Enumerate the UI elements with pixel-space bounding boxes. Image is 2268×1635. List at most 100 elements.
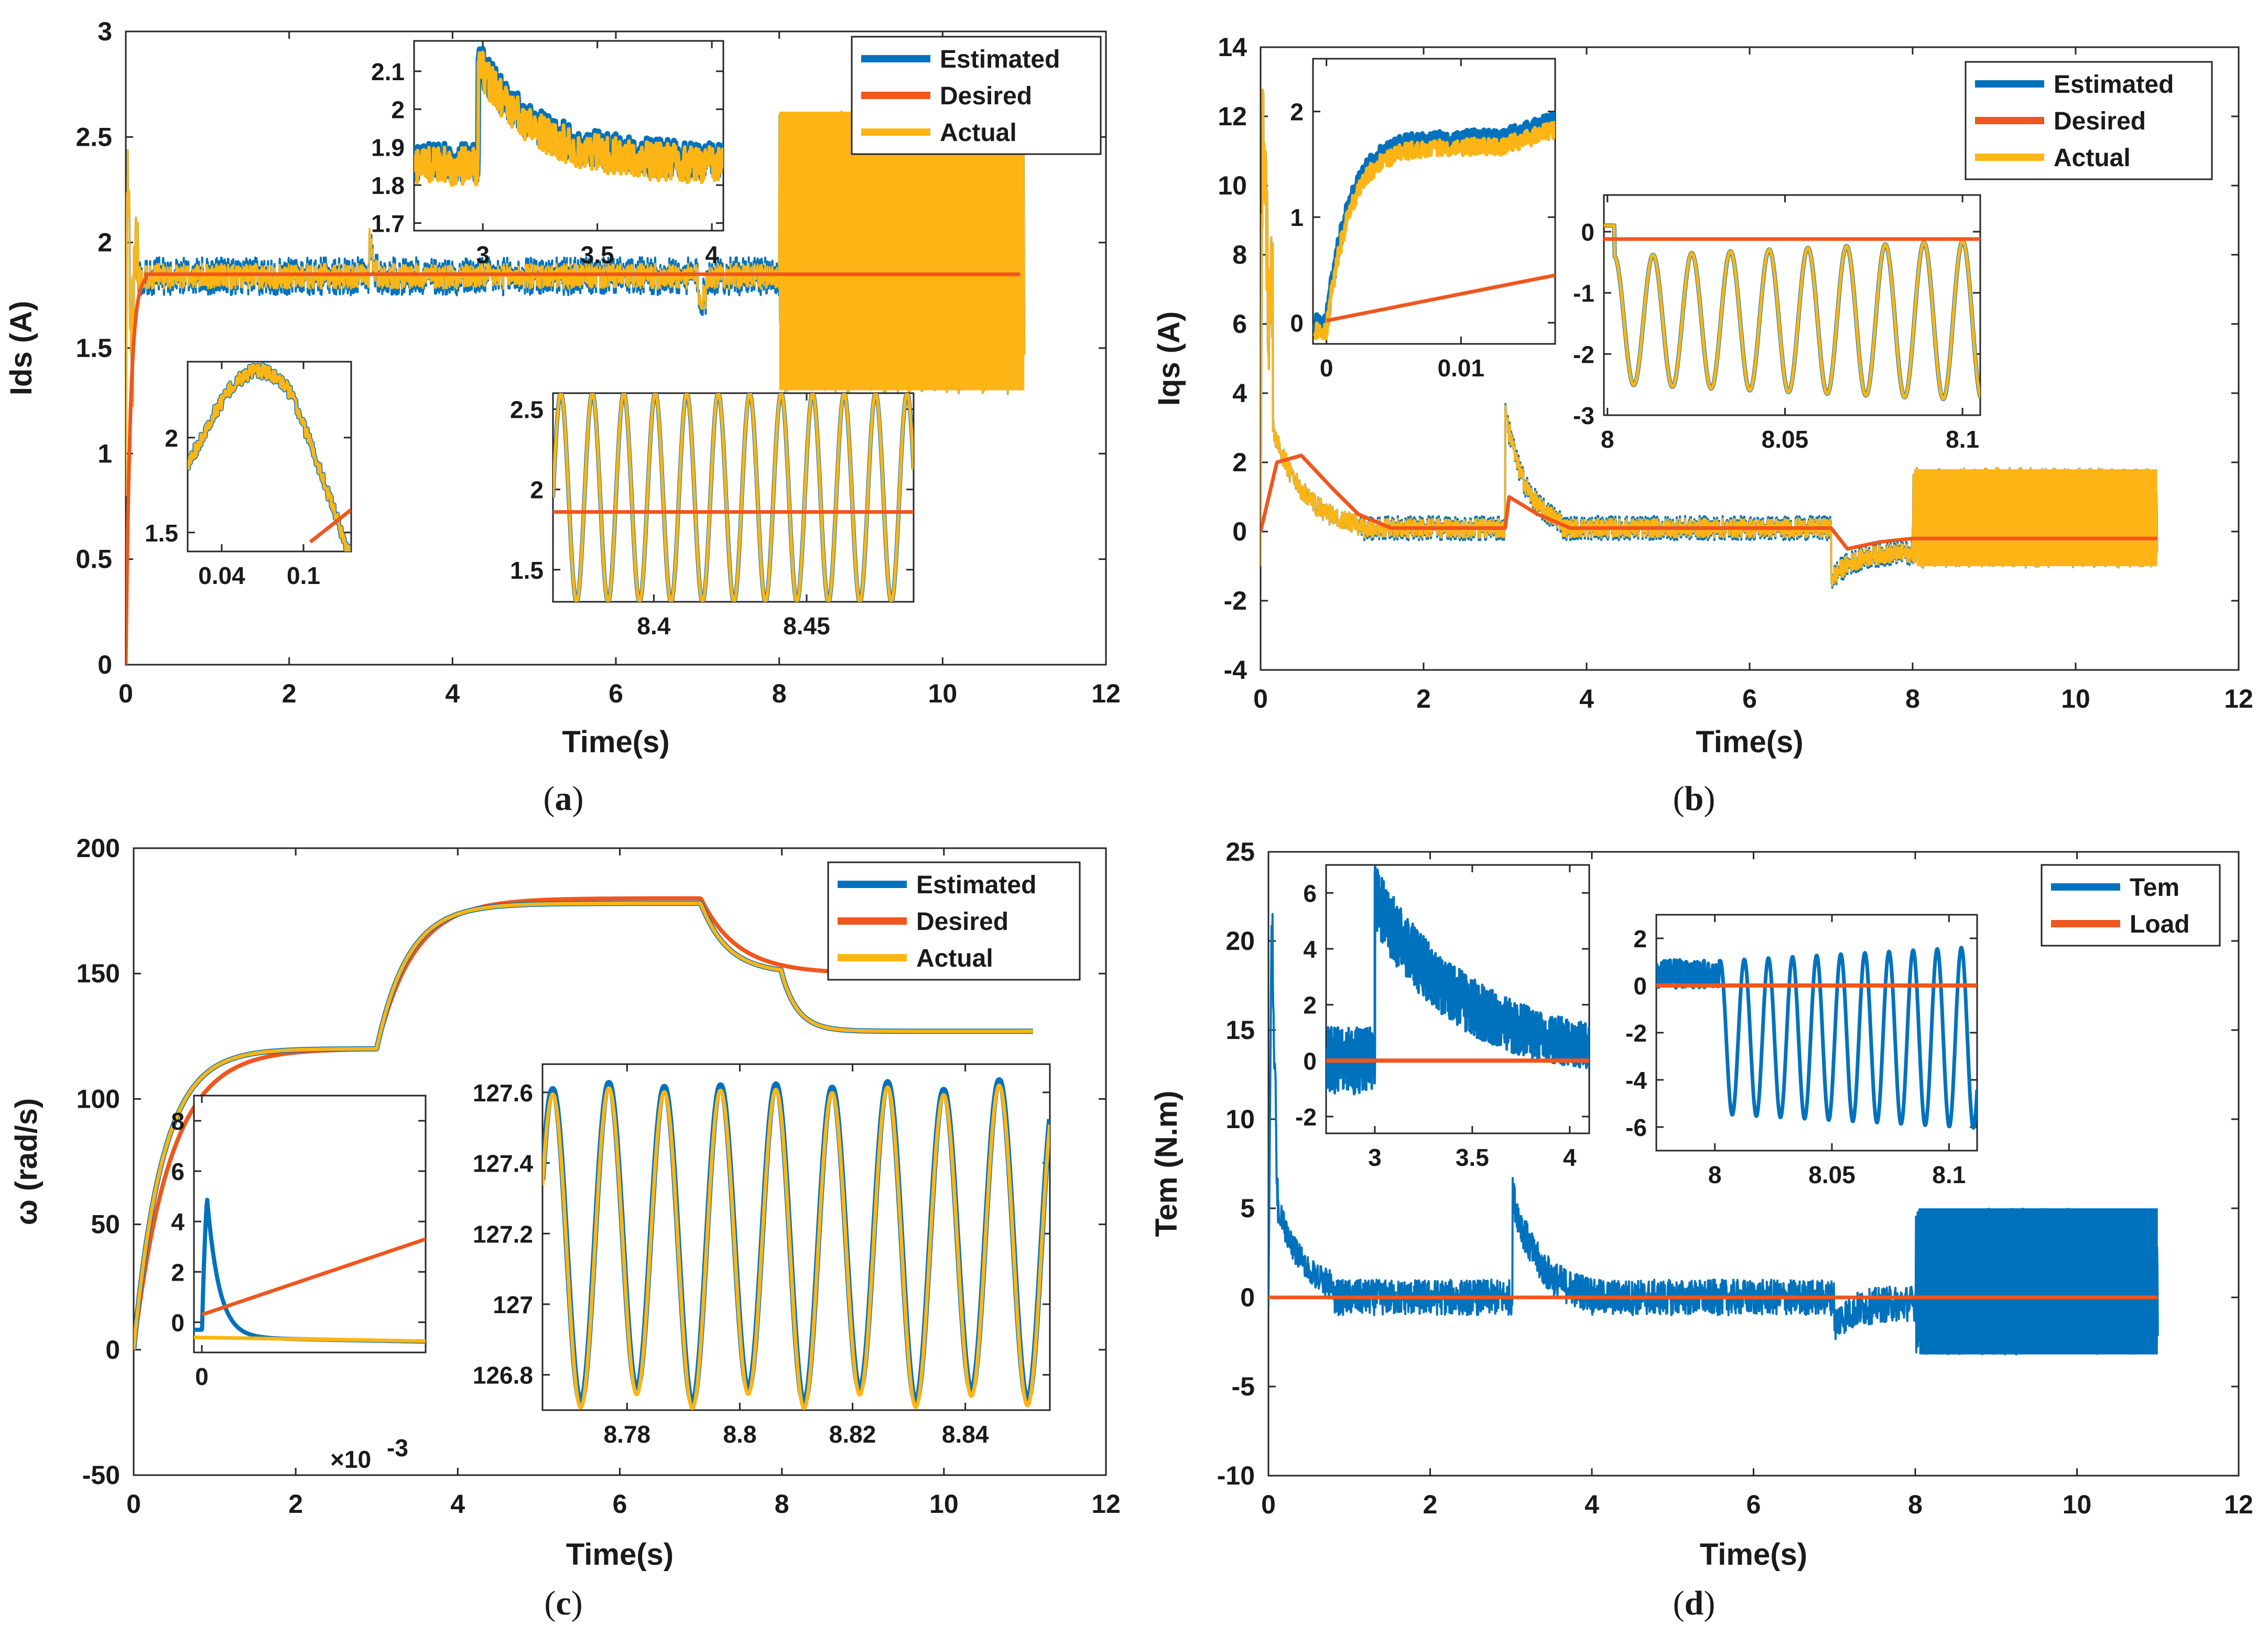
chart-c-ylabel: ω (rad/s) [9,1098,44,1225]
chart-d-inset-d1-ytick-label: 4 [1303,936,1317,963]
inset-a2-actual [188,363,351,551]
chart-d-xlabel: Time(s) [1700,1537,1807,1572]
chart-a-xtick-label: 2 [282,679,297,708]
chart-c-inset-c1: 0502468×10-3 [171,1095,427,1473]
inset-c1-actual [194,1335,426,1343]
chart-a-inset-a2-frame [187,361,352,553]
chart-b-inset-b1-ytick-label: 0 [1290,310,1304,337]
chart-a-inset-a1-xtick-label: 3.5 [581,241,614,268]
chart-c-ytick-label: 0 [105,1335,120,1365]
chart-c-inset-c2-xtick-label: 8.78 [604,1421,651,1448]
chart-c-inset-c1-ytick-label: 2 [171,1259,185,1286]
chart-a-inset-a1-ytick-label: 2 [391,96,405,123]
chart-c-ytick-label: -50 [82,1460,120,1490]
chart-a-inset-a2-ytick-label: 2 [165,425,178,452]
chart-a-legend-label: Estimated [940,46,1060,73]
chart-a-xtick-label: 10 [928,679,958,708]
chart-d-ytick-label: -10 [1217,1461,1255,1490]
chart-d-inset-d1-ytick-label: 2 [1303,992,1317,1019]
chart-c-ytick-label: 100 [77,1084,120,1113]
chart-b-ytick-label: 4 [1232,378,1247,408]
chart-b-ytick-label: -2 [1224,586,1247,615]
inset-c1-exponent-base: ×10 [330,1446,371,1473]
chart-c-legend-label: Estimated [916,871,1036,899]
chart-a-inset-a1: 3 3.5 4 1.7 1.8 1.9 2 2.1 [371,40,724,268]
chart-c-inset-c2-ytick-label: 126.8 [473,1362,533,1389]
chart-a-inset-a3-xtick-label: 8.45 [783,612,830,640]
chart-b-xtick-label: 4 [1579,684,1594,713]
chart-a-ytick-label: 0 [97,650,112,679]
chart-d-xtick-label: 6 [1746,1490,1761,1519]
chart-a-inset-a1-xtick-label: 4 [705,241,719,268]
inset-a2-desired [309,508,351,544]
inset-b1-desired [1326,273,1555,323]
chart-b-panel-label: (b) [1673,779,1716,818]
chart-a-inset-a3-xtick-label: 8.4 [637,612,670,640]
chart-a-xtick-label: 12 [1091,679,1121,708]
chart-d-inset-d2-xtick-label: 8.1 [1932,1161,1966,1188]
chart-b-ylabel: Iqs (A) [1152,311,1186,406]
chart-d-ytick-label: 10 [1225,1105,1255,1134]
chart-d-xtick-label: 2 [1423,1490,1438,1519]
inset-c2-actual [542,1084,1050,1410]
chart-d-inset-d1-xtick-label: 3.5 [1456,1144,1489,1171]
chart-b-xtick-label: 2 [1416,684,1431,713]
chart-b-ytick-label: 12 [1218,102,1247,131]
chart-c-inset-c2-xtick-label: 8.84 [942,1421,989,1448]
chart-c-xtick-label: 12 [1091,1489,1121,1519]
chart-b-ytick-label: -4 [1224,655,1247,685]
chart-a-inset-a2: 0.04 0.1 1.5 2 [145,361,352,589]
chart-a-ytick-label: 1 [97,439,112,468]
chart-a-inset-a3-ytick-label: 2.5 [510,396,544,424]
chart-b-legend-label: Desired [2054,107,2146,135]
chart-b-ytick-label: 2 [1232,448,1247,477]
chart-a-inset-a1-xtick-label: 3 [476,241,490,268]
chart-b-xtick-label: 10 [2061,684,2090,713]
chart-a-xtick-label: 6 [609,679,623,708]
chart-b-inset-b2-xtick-label: 8.05 [1762,426,1809,453]
inset-c1-exponent: -3 [387,1434,408,1461]
chart-c-legend: Estimated Desired Actual [827,861,1081,981]
chart-b-ytick-label: 14 [1218,33,1247,62]
chart-b-inset-b1-xtick-label: 0.01 [1438,354,1485,382]
chart-b-inset-b2-ytick-label: -1 [1573,280,1594,307]
chart-c-xtick-label: 6 [613,1489,627,1519]
chart-c-inset-c1-frame [193,1095,427,1354]
chart-a-inset-a1-ytick-label: 1.8 [371,172,405,199]
chart-a-legend-label: Actual [940,119,1017,147]
chart-b-legend: Estimated Desired Actual [1965,61,2213,180]
chart-b-legend-label: Estimated [2054,71,2174,99]
chart-c-ytick-label: 50 [91,1210,120,1239]
inset-a1-actual [414,50,723,187]
chart-c-inset-c1-ytick-label: 0 [171,1309,185,1336]
chart-a-panel-label: (a) [544,779,584,818]
inset-b1-actual [1313,121,1555,341]
chart-c-inset-c1-ytick-label: 4 [171,1208,185,1236]
chart-d-ytick-label: -5 [1232,1372,1255,1401]
chart-b-xtick-label: 0 [1253,684,1268,713]
chart-c-inset-c1-xtick-label: 0 [195,1363,209,1390]
chart-a-ytick-label: 0.5 [75,545,112,574]
inset-d2-tem [1656,946,1977,1130]
chart-a-inset-a2-xtick-label: 0.04 [198,562,245,589]
chart-b-xtick-label: 8 [1905,684,1920,713]
chart-b-ytick-label: 6 [1232,309,1247,339]
chart-d-inset-d2: 8 8.05 8.1 -6 -4 -2 0 2 [1625,914,1978,1188]
chart-d-inset-d1-xtick-label: 4 [1563,1144,1577,1171]
chart-d-inset-d2-xtick-label: 8.05 [1808,1161,1855,1188]
chart-b-xlabel: Time(s) [1696,725,1803,759]
series-actual-band [1916,469,2157,566]
chart-a-xtick-label: 8 [772,679,787,708]
chart-d-inset-d2-ytick-label: 0 [1633,972,1647,1000]
chart-a-inset-a1-ytick-label: 1.9 [371,134,405,161]
chart-d-inset-d2-frame [1655,914,1978,1152]
chart-b-inset-b1-ytick-label: 1 [1290,204,1304,231]
chart-a-xtick-label: 0 [118,679,133,708]
inset-b2-actual [1604,224,1980,401]
chart-d-inset-d1-ytick-label: 6 [1303,880,1317,907]
chart-c-inset-c1-ytick-label: 6 [171,1158,185,1185]
chart-d-xtick-label: 8 [1908,1490,1923,1519]
inset-d1-tem [1326,865,1589,1096]
